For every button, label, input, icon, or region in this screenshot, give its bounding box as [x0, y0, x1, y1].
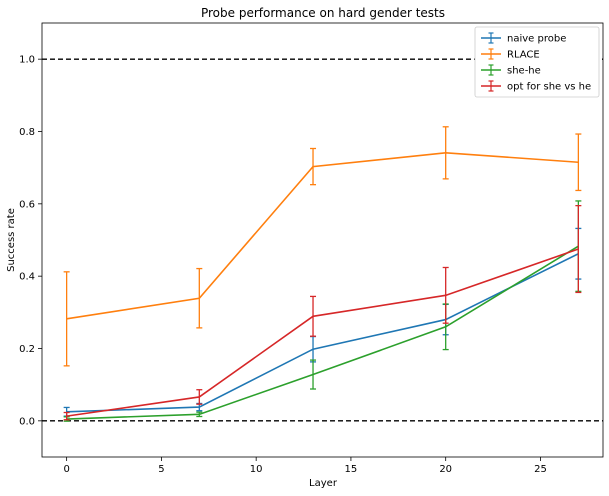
x-tick-label: 15: [345, 464, 358, 475]
x-axis: 0 5 10 15 20 25: [63, 457, 547, 475]
x-tick-label: 5: [158, 464, 164, 475]
series-line: [66, 245, 579, 420]
series-naive-probe: [63, 227, 582, 417]
legend-label: she-he: [507, 66, 541, 77]
series-line: [66, 152, 579, 320]
y-tick-label: 0.0: [19, 416, 35, 427]
y-tick-label: 0.2: [19, 344, 35, 355]
series-line: [66, 253, 579, 413]
plot-area: [42, 58, 603, 422]
y-tick-label: 0.6: [19, 199, 35, 210]
series-line: [66, 248, 579, 417]
y-axis: 0.0 0.2 0.4 0.6 0.8 1.0: [19, 55, 42, 427]
x-axis-label: Layer: [309, 478, 338, 489]
series-rlace: [63, 126, 582, 367]
y-tick-label: 0.8: [19, 127, 35, 138]
legend-label: RLACE: [507, 50, 540, 61]
y-tick-label: 1.0: [19, 55, 35, 66]
legend-item: RLACE: [481, 48, 540, 61]
legend-item: naive probe: [481, 32, 566, 45]
x-tick-label: 10: [250, 464, 263, 475]
legend-label: opt for she vs he: [507, 82, 591, 93]
plot-frame: [41, 22, 604, 458]
y-axis-label: Success rate: [6, 208, 17, 272]
x-tick-label: 20: [439, 464, 452, 475]
series-opt-for-she-vs-he: [63, 204, 582, 421]
legend-item: opt for she vs he: [481, 80, 591, 93]
legend-label: naive probe: [507, 34, 566, 45]
chart-title: Probe performance on hard gender tests: [201, 6, 445, 20]
legend-item: she-he: [481, 64, 541, 77]
legend-box: [474, 26, 600, 98]
x-tick-label: 0: [63, 464, 69, 475]
series-she-he: [63, 200, 582, 422]
y-tick-label: 0.4: [19, 272, 35, 283]
legend: naive probe RLACE she-he opt for she vs he: [474, 26, 600, 98]
x-tick-label: 25: [534, 464, 547, 475]
